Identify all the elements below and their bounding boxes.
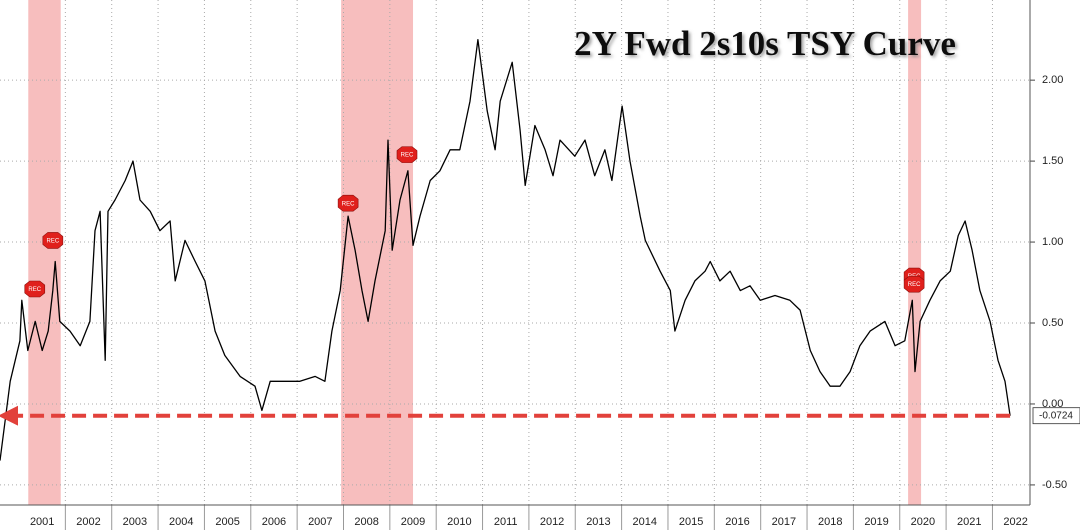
- y-tick-label: 0.50: [1042, 317, 1063, 329]
- rec-marker: [337, 194, 359, 212]
- recession-band: [341, 0, 414, 505]
- x-tick-label: 2004: [169, 516, 193, 528]
- x-tick-label: 2008: [354, 516, 378, 528]
- x-tick-label: 2019: [864, 516, 888, 528]
- x-tick-label: 2015: [679, 516, 703, 528]
- x-tick-label: 2016: [725, 516, 749, 528]
- x-tick-label: 2009: [401, 516, 425, 528]
- last-value-label: -0.0724: [1039, 410, 1073, 421]
- x-tick-label: 2001: [30, 516, 54, 528]
- x-tick-label: 2020: [911, 516, 935, 528]
- rec-label: REC: [47, 239, 60, 245]
- rec-marker: [42, 232, 64, 249]
- recession-band: [908, 0, 922, 505]
- rec-label: REC: [28, 287, 41, 293]
- line-series: [0, 39, 1011, 461]
- rec-label: REC: [401, 153, 414, 159]
- x-tick-label: 2021: [957, 516, 981, 528]
- y-tick-label: 1.00: [1042, 236, 1063, 248]
- last-value-box: [1032, 407, 1080, 425]
- y-tick-label: 0.00: [1042, 398, 1063, 410]
- x-tick-label: 2017: [772, 516, 796, 528]
- y-tick-label: -0.50: [1042, 479, 1067, 491]
- rec-label: REC: [908, 282, 921, 288]
- x-tick-label: 2005: [215, 516, 239, 528]
- chart-title: 2Y Fwd 2s10s TSY Curve: [574, 24, 956, 63]
- rec-marker: [903, 275, 925, 293]
- x-tick-label: 2010: [447, 516, 471, 528]
- x-tick-label: 2003: [123, 516, 147, 528]
- rec-marker: [396, 146, 418, 163]
- x-tick-label: 2022: [1003, 516, 1027, 528]
- x-tick-label: 2012: [540, 516, 564, 528]
- x-tick-label: 2002: [76, 516, 100, 528]
- y-tick-label: 1.50: [1042, 155, 1063, 167]
- x-tick-label: 2006: [262, 516, 286, 528]
- rec-marker: [24, 280, 46, 298]
- x-tick-label: 2007: [308, 516, 332, 528]
- rec-label: REC: [342, 201, 355, 207]
- x-tick-label: 2011: [494, 516, 518, 528]
- x-tick-label: 2013: [586, 516, 610, 528]
- x-tick-label: 2018: [818, 516, 842, 528]
- recession-band: [28, 0, 61, 505]
- x-tick-label: 2014: [633, 516, 657, 528]
- y-tick-label: 2.00: [1042, 74, 1063, 86]
